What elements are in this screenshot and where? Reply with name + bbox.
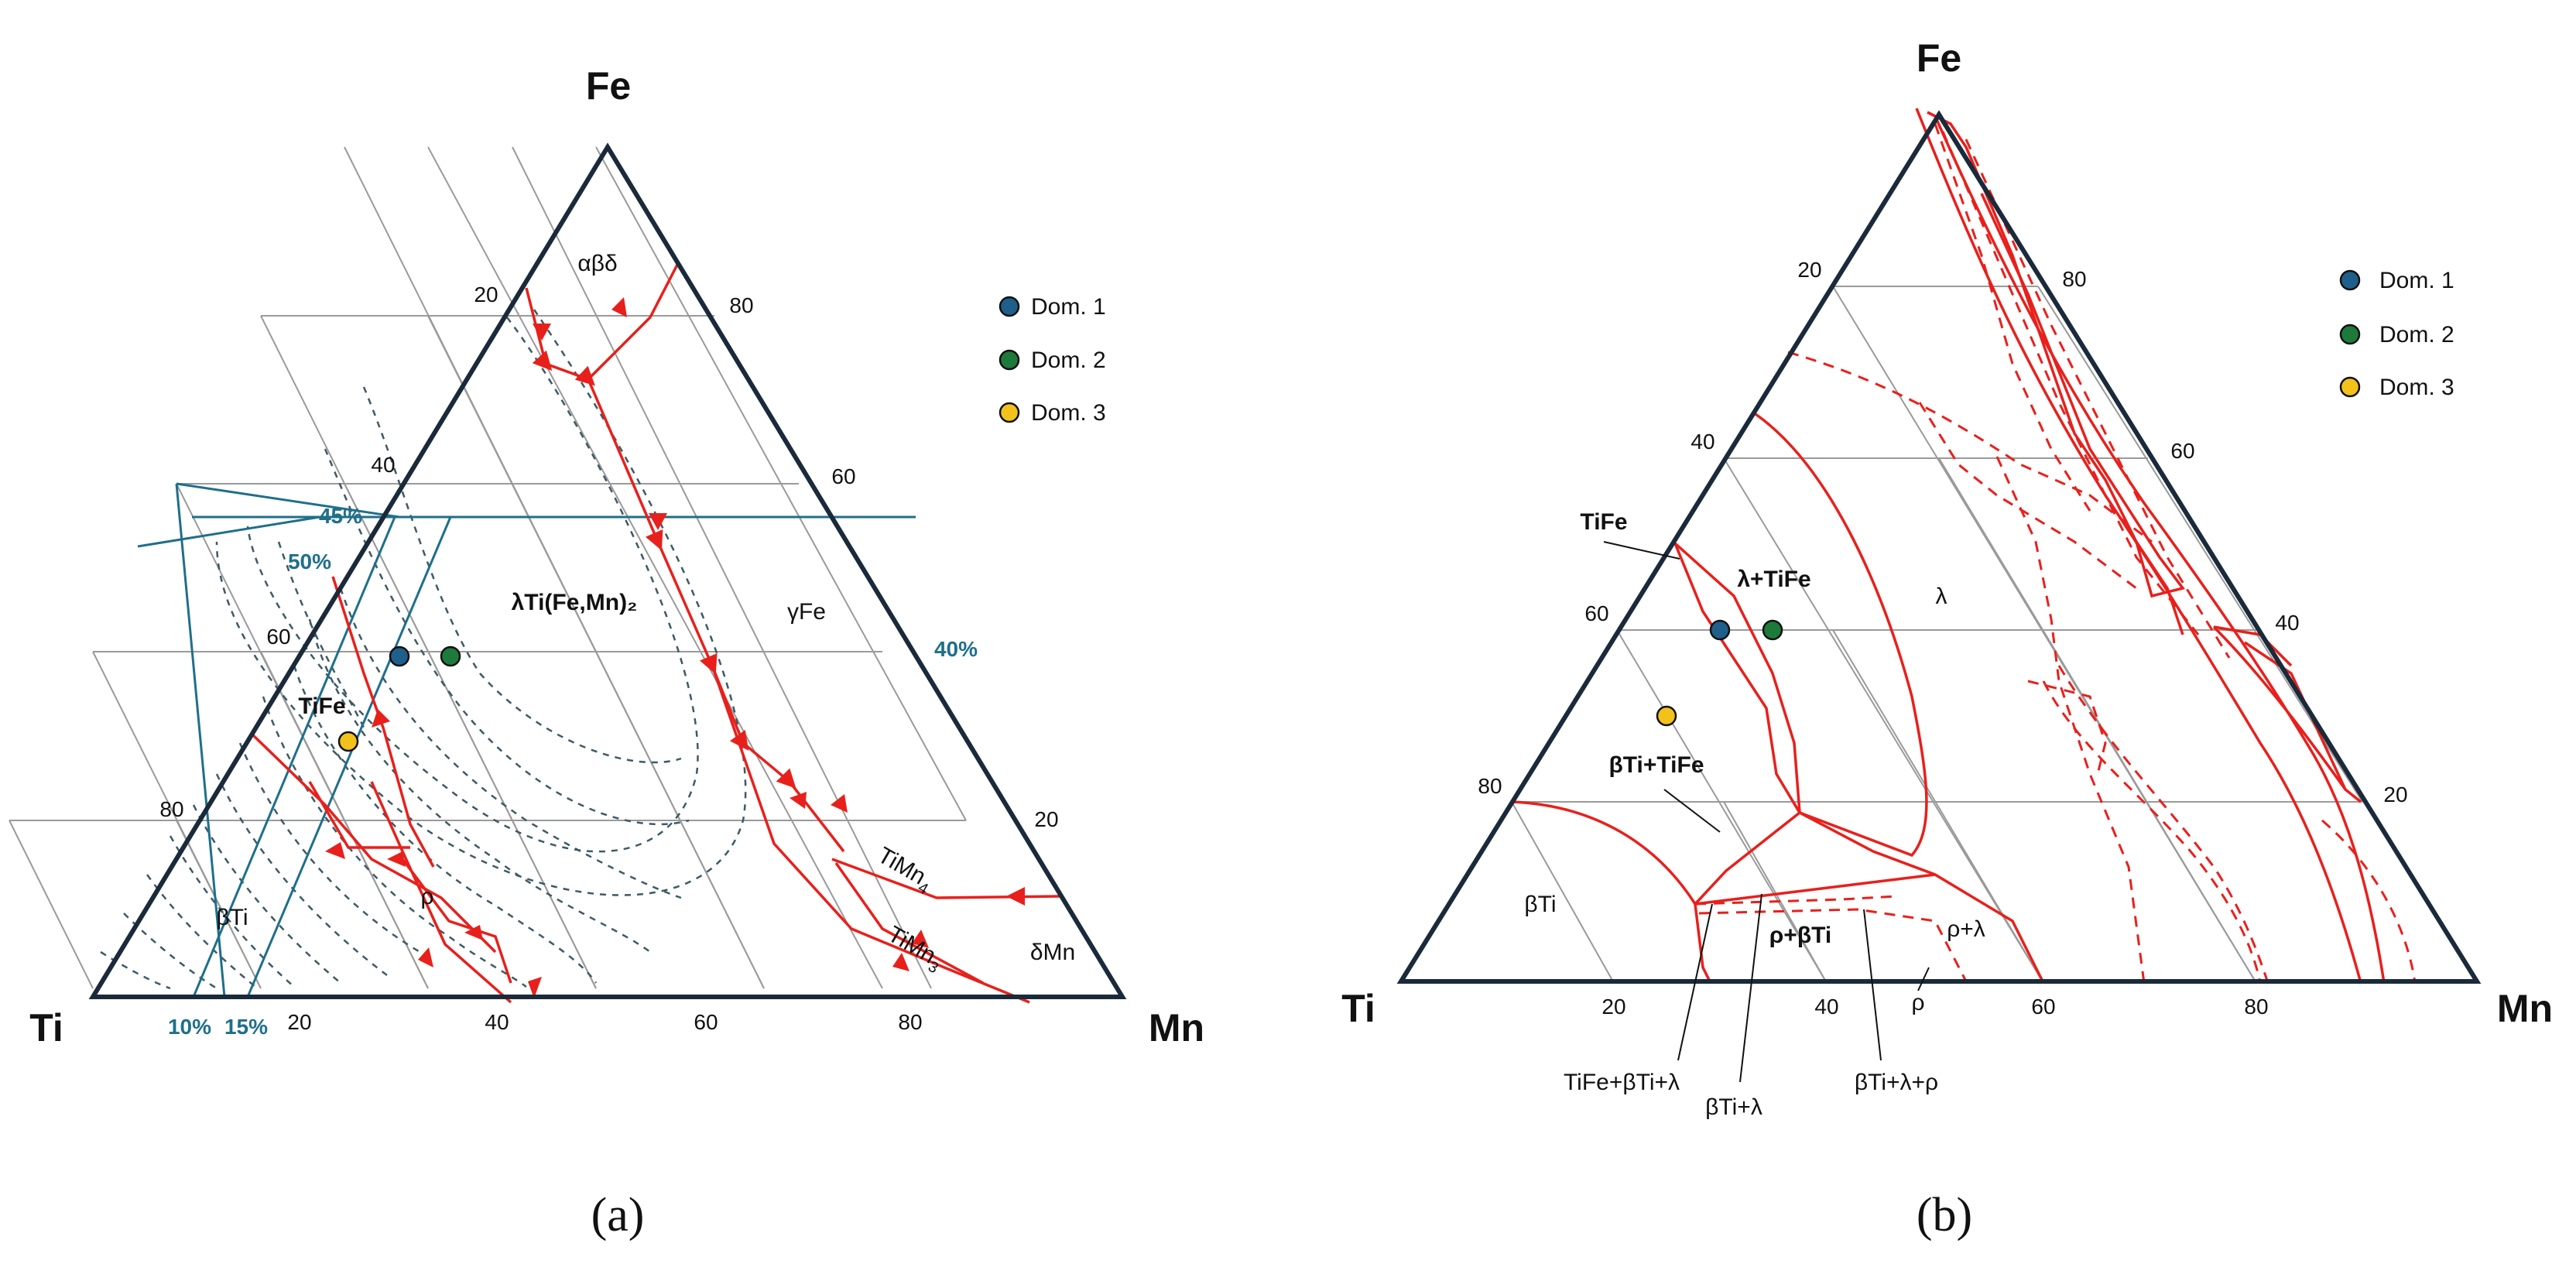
phase-rho-b: ρ [1911, 990, 1924, 1015]
legend-b: Dom. 1 Dom. 2 Dom. 3 [2339, 268, 2454, 400]
tick-right-b-1: 80 [2062, 267, 2086, 291]
vertex-fe-b: Fe [1917, 36, 1961, 80]
tick-left-a-2: 40 [371, 453, 395, 477]
phase-boundaries-a [250, 262, 1061, 1004]
phase-beta-ti-b: βTi [1524, 892, 1556, 917]
legend-dom1-marker-b [2339, 269, 2361, 291]
tie-line-45 [176, 482, 400, 519]
dom2-point-b [1762, 619, 1783, 641]
vertex-mn-b: Mn [2497, 987, 2553, 1030]
phase-tife-a: TiFe [298, 693, 345, 719]
tick-right-b-3: 40 [2275, 611, 2299, 635]
legend-dom3-label-a: Dom. 3 [1031, 400, 1106, 426]
vertex-ti-a: Ti [29, 1006, 63, 1050]
grid-a [9, 146, 967, 989]
legend-dom2-marker-a [999, 349, 1020, 371]
callout-beta-ti-lambda: βTi+λ [1705, 1094, 1762, 1120]
phase-beta-ti-a: βTi [216, 905, 248, 930]
phase-lambda-ti-fe-mn2: λTi(Fe,Mn)₂ [512, 590, 638, 615]
tick-left-a-4: 80 [159, 797, 183, 821]
legend-dom3-label-b: Dom. 3 [2379, 375, 2454, 400]
tick-right-a-2: 60 [831, 464, 855, 488]
legend-dom3-marker-a [999, 402, 1020, 423]
legend-dom2-label-b: Dom. 2 [2379, 322, 2454, 348]
tick-bottom-b-3: 60 [2031, 995, 2055, 1019]
frame-b [1396, 110, 2482, 984]
label-45-percent: 45% [319, 504, 362, 528]
tick-bottom-a-3: 60 [694, 1010, 718, 1034]
ternary-diagram-b: Fe Ti Mn 20 40 60 80 80 60 40 20 20 40 6… [1341, 36, 2553, 1241]
phase-rho-beta-ti: ρ+βTi [1769, 923, 1832, 948]
tick-right-a-3: 20 [1034, 807, 1058, 831]
dom3-point-b [1656, 705, 1677, 727]
tick-bottom-a-1: 20 [287, 1010, 311, 1034]
tick-bottom-b-4: 80 [2244, 995, 2268, 1019]
legend-dom2-label-a: Dom. 2 [1031, 348, 1106, 373]
label-15-percent: 15% [224, 1015, 268, 1039]
phase-gamma-fe: γFe [787, 599, 826, 625]
phase-alpha-beta-delta: αβδ [577, 251, 617, 276]
tick-left-b-1: 20 [1797, 258, 1821, 282]
legend-dom2-marker-b [2339, 324, 2361, 345]
tick-bottom-b-1: 20 [1601, 995, 1625, 1019]
label-50-percent: 50% [288, 550, 331, 574]
tick-bottom-a-4: 80 [898, 1010, 922, 1034]
caption-a: (a) [591, 1189, 645, 1241]
phase-rho-a: ρ [420, 884, 433, 909]
legend-dom1-label-b: Dom. 1 [2379, 268, 2454, 293]
dom2-point-a [440, 645, 461, 667]
legend-dom1-label-a: Dom. 1 [1031, 294, 1106, 320]
ternary-diagram-a: Fe Ti Mn 20 40 60 80 80 60 20 20 40 60 8… [9, 64, 1204, 1241]
arrowheads-a [325, 297, 1025, 998]
tie-line-50 [137, 515, 320, 548]
tick-left-b-4: 80 [1478, 774, 1502, 798]
tick-right-a-1: 80 [729, 293, 753, 317]
phase-rho-lambda: ρ+λ [1947, 916, 1985, 942]
label-10-percent: 10% [168, 1015, 211, 1039]
phase-timn3: TiMn3 [881, 921, 947, 977]
legend-dom1-marker-a [999, 296, 1020, 317]
phase-timn4: TiMn4 [871, 842, 937, 898]
callout-leaders-b [1603, 541, 1930, 1083]
caption-b: (b) [1917, 1189, 1972, 1241]
frame-a [88, 142, 1127, 999]
vertex-mn-a: Mn [1149, 1006, 1204, 1050]
callout-beta-ti-lambda-rho: βTi+λ+ρ [1855, 1070, 1938, 1095]
tie-lines-a [137, 482, 916, 998]
dom1-point-a [389, 645, 410, 667]
tick-left-a-3: 60 [266, 625, 290, 649]
label-40-percent: 40% [934, 637, 978, 661]
tick-left-a-1: 20 [474, 283, 498, 306]
solid-boundaries-b [1510, 108, 2386, 984]
phase-beta-ti-tife: βTi+TiFe [1608, 752, 1704, 778]
dom1-point-b [1709, 619, 1731, 641]
vertex-fe-a: Fe [586, 64, 631, 108]
legend-dom3-marker-b [2339, 376, 2361, 398]
phase-lambda-tife: λ+TiFe [1737, 567, 1810, 592]
tick-left-b-2: 40 [1690, 430, 1714, 454]
dom3-point-a [337, 731, 359, 752]
legend-a: Dom. 1 Dom. 2 Dom. 3 [999, 294, 1106, 426]
tick-bottom-a-2: 40 [485, 1010, 509, 1034]
vertex-ti-b: Ti [1341, 987, 1375, 1030]
dashed-boundaries-b [1694, 123, 2417, 984]
tick-bottom-b-2: 40 [1814, 995, 1838, 1019]
phase-lambda: λ [1936, 584, 1947, 609]
grid-b [1511, 286, 2363, 984]
phase-tife-b: TiFe [1580, 509, 1627, 535]
tick-right-b-4: 20 [2383, 782, 2407, 806]
tick-right-b-2: 60 [2170, 439, 2194, 463]
callout-tife-beta-ti-lambda: TiFe+βTi+λ [1564, 1070, 1680, 1095]
phase-delta-mn: δMn [1030, 940, 1075, 965]
tick-left-b-3: 60 [1584, 601, 1608, 625]
